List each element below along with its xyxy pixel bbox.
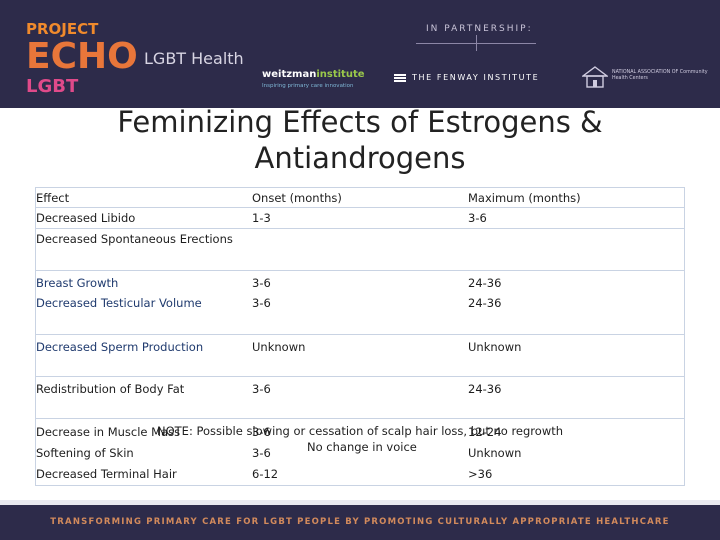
fenway-name: THE FENWAY INSTITUTE: [412, 73, 540, 82]
table-header-maximum: Maximum (months): [468, 191, 581, 205]
weitzman-logo: weitzmaninstitute Inspiring primary care…: [262, 69, 382, 93]
table-header-effect: Effect: [36, 191, 70, 205]
table-cell-effect: Decreased Testicular Volume: [36, 296, 202, 310]
table-cell-maximum: 12-24: [468, 425, 502, 439]
logo-health: LGBT Health: [144, 49, 244, 68]
footer-tagline: TRANSFORMING PRIMARY CARE FOR LGBT PEOPL…: [50, 517, 670, 527]
note-voice: No change in voice: [307, 440, 417, 454]
footer-banner: TRANSFORMING PRIMARY CARE FOR LGBT PEOPL…: [0, 505, 720, 540]
table-row-border: [35, 334, 685, 335]
table-cell-onset: 1-3: [252, 211, 271, 225]
table-cell-effect: Decrease in Muscle Mass: [36, 425, 181, 439]
table-row-border: [35, 376, 685, 377]
table-cell-onset: 3-6: [252, 446, 271, 460]
table-cell-maximum: Unknown: [468, 340, 522, 354]
note-scalp-hair: NOTE: Possible slowing or cessation of s…: [157, 424, 564, 438]
project-echo-logo: PROJECT ECHO LGBT LGBT Health: [26, 20, 244, 97]
slide-title-line2: Antiandrogens: [254, 141, 466, 175]
table-header-border: [35, 207, 685, 208]
table-cell-effect: Decreased Sperm Production: [36, 340, 204, 354]
nachc-logo: NATIONAL ASSOCIATION OF Community Health…: [582, 66, 712, 90]
table-cell-effect: Decreased Spontaneous Erections: [36, 232, 233, 246]
table-cell-maximum: 24-36: [468, 296, 502, 310]
table-cell-onset: 3-6: [252, 382, 271, 396]
table-cell-maximum: 24-36: [468, 382, 502, 396]
table-cell-effect: Breast Growth: [36, 276, 119, 290]
fenway-logo: THE FENWAY INSTITUTE: [394, 72, 574, 86]
table-bottom-border: [35, 485, 685, 486]
weitzman-name-left: weitzman: [262, 69, 317, 80]
nachc-name: NATIONAL ASSOCIATION OF Community Health…: [612, 70, 708, 81]
house-icon: [582, 66, 608, 88]
footer-stripe: [0, 500, 720, 505]
table-cell-effect: Softening of Skin: [36, 446, 134, 460]
fenway-icon: [394, 74, 406, 82]
table-cell-onset: 6-12: [252, 467, 279, 481]
weitzman-tagline: Inspiring primary care innovation: [262, 83, 354, 89]
table-cell-maximum: 24-36: [468, 276, 502, 290]
weitzman-name-right: institute: [316, 69, 365, 80]
table-header-onset: Onset (months): [252, 191, 342, 205]
table-cell-maximum: >36: [468, 467, 493, 481]
table-cell-maximum: Unknown: [468, 446, 522, 460]
header-banner: PROJECT ECHO LGBT LGBT Health IN PARTNER…: [0, 0, 720, 108]
table-cell-onset: Unknown: [252, 340, 306, 354]
partnership-connector: [476, 35, 477, 51]
table-row-border: [35, 270, 685, 271]
table-row-border: [35, 418, 685, 419]
table-right-border: [684, 187, 685, 485]
table-row-border: [35, 228, 685, 229]
weitzman-name: weitzmaninstitute: [262, 69, 365, 80]
table-cell-effect: Decreased Libido: [36, 211, 136, 225]
table-cell-maximum: 3-6: [468, 211, 487, 225]
table-left-border: [35, 187, 36, 485]
slide-title: Feminizing Effects of Estrogens & Antian…: [0, 104, 720, 176]
table-cell-onset: 3-6: [252, 425, 271, 439]
slide-title-line1: Feminizing Effects of Estrogens &: [117, 105, 603, 139]
table-cell-onset: 3-6: [252, 276, 271, 290]
logo-echo: ECHO: [26, 36, 138, 77]
table-cell-effect: Redistribution of Body Fat: [36, 382, 185, 396]
table-cell-onset: 3-6: [252, 296, 271, 310]
logo-lgbt: LGBT: [26, 76, 79, 97]
logo-project: PROJECT: [26, 20, 99, 38]
partnership-label: IN PARTNERSHIP:: [426, 24, 533, 34]
table-top-border: [35, 187, 685, 188]
table-cell-effect: Decreased Terminal Hair: [36, 467, 177, 481]
